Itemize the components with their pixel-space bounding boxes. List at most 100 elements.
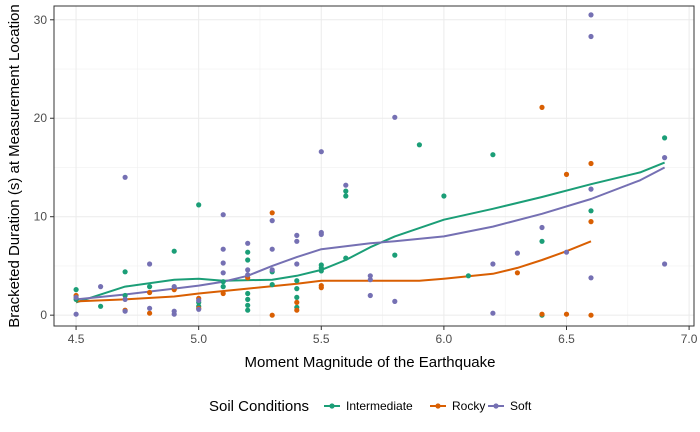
y-tick-label: 30 [34, 13, 48, 27]
point-rocky [318, 285, 324, 291]
point-rocky [588, 312, 594, 318]
point-rocky [294, 299, 300, 305]
point-soft [171, 311, 177, 317]
point-rocky [539, 311, 545, 317]
point-soft [318, 149, 324, 155]
trend-line-soft [76, 166, 666, 301]
point-intermediate [245, 249, 251, 255]
point-intermediate [343, 188, 349, 194]
point-soft [514, 250, 521, 256]
legend-key-dot-soft [493, 403, 499, 409]
y-tick-label: 10 [34, 210, 48, 224]
point-intermediate [73, 287, 79, 293]
point-soft [662, 261, 668, 267]
legend-key-dot-intermediate [329, 403, 335, 409]
point-soft [294, 232, 300, 238]
point-soft [563, 249, 570, 255]
point-soft [220, 246, 226, 252]
point-soft [294, 261, 300, 267]
x-tick-label: 5.5 [313, 332, 330, 346]
point-soft [171, 284, 177, 290]
point-intermediate [318, 265, 324, 271]
point-intermediate [662, 135, 668, 141]
x-axis: 4.5 5.0 5.5 6.0 6.5 7.0 [68, 326, 698, 346]
point-soft [245, 272, 251, 278]
point-rocky [294, 307, 300, 313]
point-soft [539, 224, 545, 231]
point-intermediate [220, 279, 226, 285]
point-soft [269, 218, 275, 224]
point-intermediate [98, 303, 104, 309]
point-soft [220, 270, 226, 276]
point-intermediate [294, 278, 300, 284]
x-tick-label: 5.0 [190, 332, 207, 346]
point-rocky [269, 210, 275, 216]
point-soft [490, 261, 496, 267]
point-intermediate [245, 296, 251, 302]
x-tick-label: 6.5 [558, 332, 575, 346]
point-intermediate [343, 193, 349, 199]
point-rocky [514, 270, 521, 276]
major-gridlines [54, 6, 694, 326]
point-soft [147, 305, 153, 311]
point-soft [122, 296, 128, 302]
point-rocky [147, 289, 153, 296]
point-soft [490, 310, 496, 316]
y-tick-label: 0 [40, 308, 47, 322]
point-rocky [220, 290, 226, 297]
point-intermediate [220, 284, 226, 290]
point-intermediate [122, 292, 128, 299]
point-rocky [563, 311, 570, 317]
point-soft [196, 297, 202, 303]
y-axis-title: Bracketed Duration (s) at Measurement Lo… [6, 4, 23, 328]
point-intermediate [392, 252, 398, 258]
legend-key-dot-rocky [435, 403, 441, 409]
point-soft [588, 275, 594, 281]
point-soft [392, 298, 398, 304]
point-intermediate [294, 286, 300, 292]
point-rocky [539, 104, 545, 110]
point-soft [392, 114, 398, 120]
point-intermediate [245, 257, 251, 263]
point-intermediate [588, 208, 594, 214]
point-soft [294, 238, 300, 244]
point-intermediate [245, 290, 251, 297]
point-rocky [563, 171, 570, 177]
point-intermediate [171, 248, 177, 254]
legend: Soil Conditions Intermediate Rocky Soft [209, 398, 532, 415]
x-tick-label: 4.5 [68, 332, 85, 346]
point-soft [73, 294, 79, 300]
point-soft [343, 182, 349, 188]
point-rocky [269, 312, 275, 318]
point-intermediate [539, 238, 545, 244]
point-soft [662, 155, 668, 161]
point-intermediate [269, 282, 275, 288]
point-soft [318, 231, 324, 237]
point-soft [147, 261, 153, 267]
point-soft [220, 260, 226, 266]
point-intermediate [196, 202, 202, 208]
point-soft [588, 33, 594, 40]
point-intermediate [147, 284, 153, 290]
y-tick-label: 20 [34, 111, 48, 125]
point-intermediate [245, 307, 251, 313]
legend-label-intermediate: Intermediate [346, 399, 413, 413]
plot-panel [53, 5, 695, 327]
point-soft [367, 292, 373, 299]
point-intermediate [416, 142, 422, 148]
minor-gridlines [54, 6, 694, 326]
x-axis-title: Moment Magnitude of the Earthquake [245, 354, 496, 371]
point-intermediate [122, 269, 128, 275]
data-points [73, 12, 668, 318]
point-soft [122, 174, 128, 180]
point-intermediate [465, 273, 471, 279]
point-soft [588, 12, 594, 18]
legend-title: Soil Conditions [209, 398, 309, 415]
point-soft [98, 284, 104, 290]
x-tick-label: 7.0 [681, 332, 698, 346]
point-soft [245, 240, 251, 246]
point-rocky [588, 219, 594, 225]
point-soft [122, 308, 128, 314]
point-soft [220, 212, 226, 218]
legend-label-soft: Soft [510, 399, 532, 413]
